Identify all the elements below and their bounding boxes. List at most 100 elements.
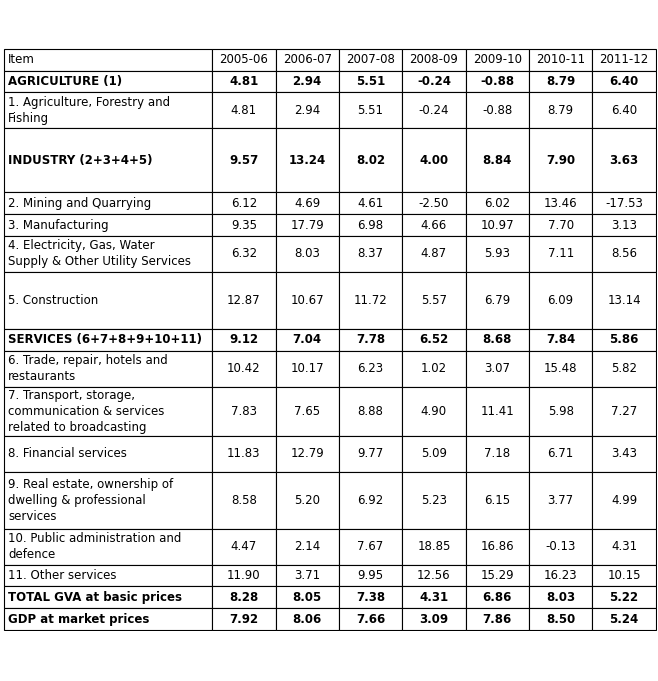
Text: 3.09: 3.09 bbox=[419, 613, 449, 626]
Bar bbox=[212, 351, 276, 387]
Bar bbox=[339, 215, 402, 236]
Text: 2006-07: 2006-07 bbox=[283, 53, 332, 66]
Bar bbox=[276, 236, 339, 272]
Text: 6.32: 6.32 bbox=[231, 247, 257, 260]
Bar bbox=[466, 329, 529, 351]
Text: 5.82: 5.82 bbox=[611, 362, 637, 375]
Bar bbox=[592, 586, 655, 608]
Text: 2009-10: 2009-10 bbox=[473, 53, 522, 66]
Text: 7.11: 7.11 bbox=[547, 247, 574, 260]
Bar bbox=[276, 586, 339, 608]
Text: 4.81: 4.81 bbox=[231, 104, 257, 117]
Bar bbox=[529, 71, 592, 93]
Bar bbox=[466, 215, 529, 236]
Text: 18.85: 18.85 bbox=[417, 541, 451, 554]
Text: 7.83: 7.83 bbox=[231, 405, 257, 417]
Text: 12.87: 12.87 bbox=[227, 294, 261, 307]
Text: 7.92: 7.92 bbox=[229, 613, 259, 626]
Bar bbox=[276, 529, 339, 565]
Text: AGRICULTURE (1): AGRICULTURE (1) bbox=[9, 75, 122, 88]
Text: 3.63: 3.63 bbox=[609, 154, 638, 167]
Text: 11.41: 11.41 bbox=[480, 405, 514, 417]
Text: 9.12: 9.12 bbox=[229, 334, 259, 347]
Bar bbox=[339, 49, 402, 71]
Bar bbox=[592, 215, 655, 236]
Text: 13.14: 13.14 bbox=[607, 294, 641, 307]
Text: 6.40: 6.40 bbox=[609, 75, 639, 88]
Text: 7.78: 7.78 bbox=[356, 334, 385, 347]
Text: GDP at market prices: GDP at market prices bbox=[9, 613, 149, 626]
Text: 5.98: 5.98 bbox=[547, 405, 574, 417]
Bar bbox=[339, 436, 402, 472]
Bar bbox=[5, 71, 212, 93]
Bar bbox=[402, 608, 466, 630]
Text: 5.86: 5.86 bbox=[609, 334, 639, 347]
Text: 8.68: 8.68 bbox=[482, 334, 512, 347]
Bar bbox=[339, 387, 402, 436]
Bar bbox=[529, 93, 592, 128]
Text: 4.90: 4.90 bbox=[421, 405, 447, 417]
Bar bbox=[529, 272, 592, 329]
Text: 4.69: 4.69 bbox=[294, 197, 320, 210]
Bar bbox=[212, 193, 276, 215]
Bar bbox=[5, 272, 212, 329]
Text: 5.22: 5.22 bbox=[609, 591, 638, 604]
Bar bbox=[402, 329, 466, 351]
Text: 4. Electricity, Gas, Water
Supply & Other Utility Services: 4. Electricity, Gas, Water Supply & Othe… bbox=[9, 239, 191, 268]
Text: 6.71: 6.71 bbox=[547, 447, 574, 460]
Text: 7.65: 7.65 bbox=[294, 405, 320, 417]
Text: 7.27: 7.27 bbox=[611, 405, 637, 417]
Text: 7.04: 7.04 bbox=[293, 334, 322, 347]
Bar bbox=[276, 71, 339, 93]
Text: 8.28: 8.28 bbox=[229, 591, 259, 604]
Bar bbox=[529, 608, 592, 630]
Text: 10.42: 10.42 bbox=[227, 362, 261, 375]
Bar bbox=[5, 436, 212, 472]
Text: 9. Real estate, ownership of
dwelling & professional
services: 9. Real estate, ownership of dwelling & … bbox=[9, 478, 173, 523]
Text: Item: Item bbox=[9, 53, 35, 66]
Text: 10.97: 10.97 bbox=[480, 219, 514, 232]
Bar bbox=[466, 436, 529, 472]
Text: 6.98: 6.98 bbox=[357, 219, 384, 232]
Bar bbox=[212, 236, 276, 272]
Bar bbox=[212, 329, 276, 351]
Bar bbox=[466, 608, 529, 630]
Bar bbox=[276, 215, 339, 236]
Bar bbox=[592, 472, 655, 529]
Bar bbox=[5, 215, 212, 236]
Bar bbox=[466, 71, 529, 93]
Text: 2.14: 2.14 bbox=[294, 541, 320, 554]
Text: 9.77: 9.77 bbox=[357, 447, 384, 460]
Bar bbox=[276, 387, 339, 436]
Text: 8.56: 8.56 bbox=[611, 247, 637, 260]
Text: 15.48: 15.48 bbox=[544, 362, 578, 375]
Text: 2005-06: 2005-06 bbox=[219, 53, 268, 66]
Bar bbox=[5, 387, 212, 436]
Text: 4.47: 4.47 bbox=[231, 541, 257, 554]
Text: 5.09: 5.09 bbox=[421, 447, 447, 460]
Text: 12.79: 12.79 bbox=[290, 447, 324, 460]
Bar bbox=[339, 472, 402, 529]
Bar bbox=[402, 436, 466, 472]
Text: 11.83: 11.83 bbox=[227, 447, 261, 460]
Text: 8.88: 8.88 bbox=[358, 405, 384, 417]
Text: 17.79: 17.79 bbox=[290, 219, 324, 232]
Bar bbox=[5, 529, 212, 565]
Bar bbox=[529, 351, 592, 387]
Text: -0.88: -0.88 bbox=[480, 75, 515, 88]
Text: 6.09: 6.09 bbox=[547, 294, 574, 307]
Text: 2011-12: 2011-12 bbox=[599, 53, 649, 66]
Text: 8.02: 8.02 bbox=[356, 154, 385, 167]
Text: 9.35: 9.35 bbox=[231, 219, 257, 232]
Bar bbox=[339, 329, 402, 351]
Text: 5.23: 5.23 bbox=[421, 494, 447, 507]
Text: -0.24: -0.24 bbox=[417, 75, 451, 88]
Text: 8.03: 8.03 bbox=[546, 591, 575, 604]
Text: 7.90: 7.90 bbox=[546, 154, 575, 167]
Bar bbox=[212, 272, 276, 329]
Text: 6.23: 6.23 bbox=[357, 362, 384, 375]
Bar bbox=[276, 128, 339, 193]
Text: 3.77: 3.77 bbox=[547, 494, 574, 507]
Text: 2.94: 2.94 bbox=[294, 104, 320, 117]
Bar bbox=[5, 128, 212, 193]
